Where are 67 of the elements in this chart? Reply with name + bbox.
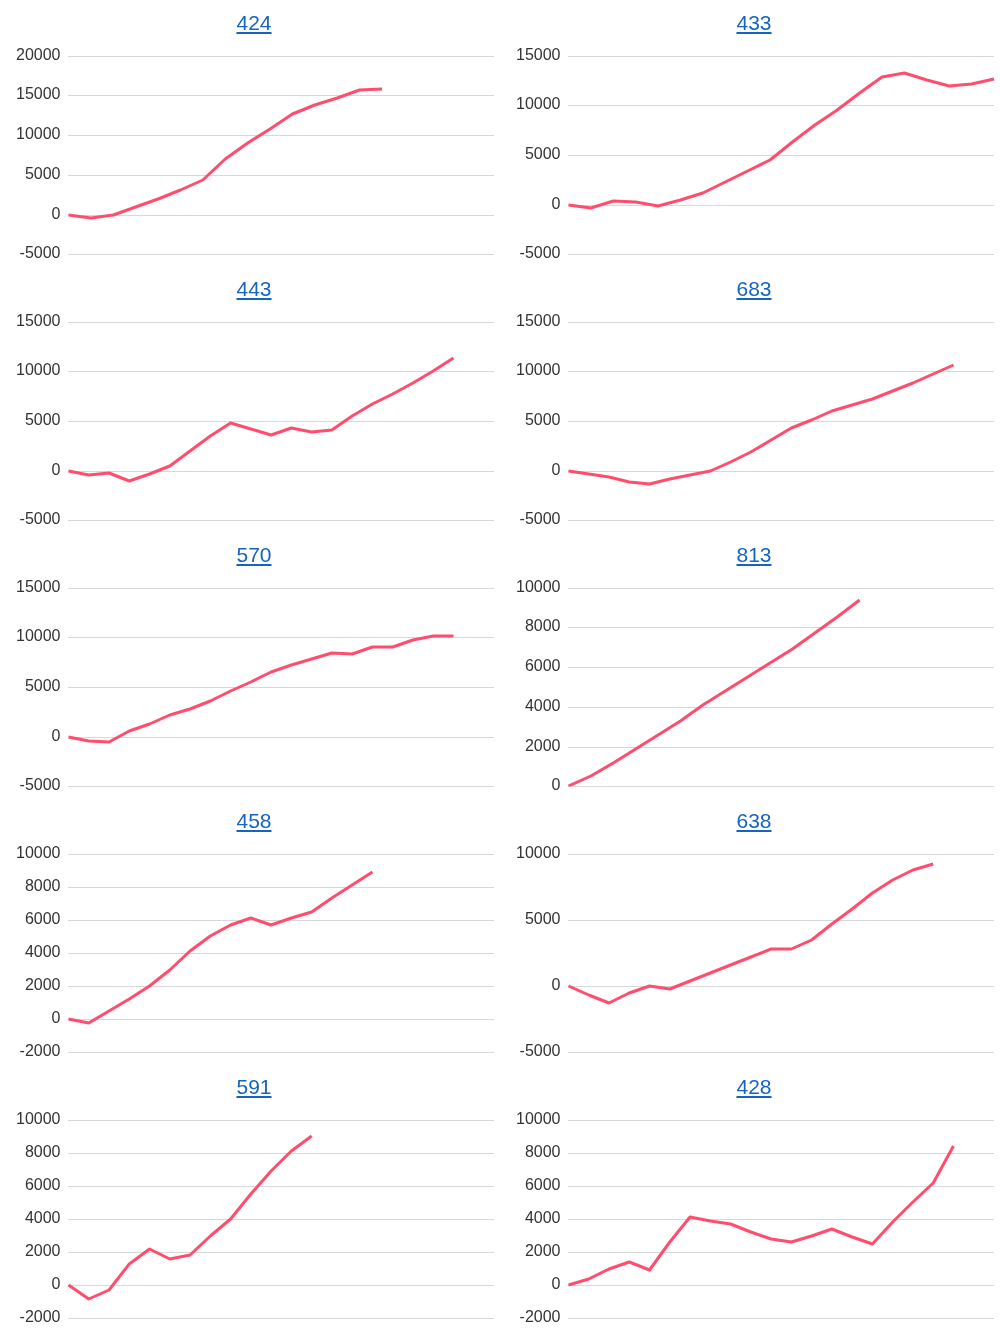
y-tick-label: 10000: [15, 361, 61, 379]
chart-title: 428: [736, 1074, 772, 1100]
y-tick-label: 5000: [524, 411, 561, 429]
y-tick-label: 4000: [24, 943, 61, 961]
chart-title: 570: [236, 542, 272, 568]
y-tick-label: 0: [551, 776, 561, 794]
y-tick-label: 2000: [24, 1242, 61, 1260]
y-tick-label: 8000: [24, 1143, 61, 1161]
y-tick-label: 0: [551, 461, 561, 479]
y-tick-label: 6000: [24, 910, 61, 928]
y-tick-label: 0: [51, 1009, 61, 1027]
y-tick-label: 10000: [515, 578, 561, 596]
y-tick-label: -2000: [519, 1308, 561, 1326]
y-tick-label: 6000: [24, 1176, 61, 1194]
y-tick-label: 2000: [524, 1242, 561, 1260]
chart-title: 443: [236, 276, 272, 302]
y-tick-label: 6000: [524, 1176, 561, 1194]
y-tick-label: 15000: [15, 85, 61, 103]
y-tick-label: 2000: [524, 737, 561, 755]
y-tick-label: -2000: [19, 1042, 61, 1060]
chart-title: 424: [236, 10, 272, 36]
y-tick-label: 2000: [24, 976, 61, 994]
y-tick-label: 10000: [515, 1110, 561, 1128]
y-tick-label: 8000: [24, 877, 61, 895]
y-tick-label: 10000: [15, 627, 61, 645]
y-tick-label: 0: [51, 461, 61, 479]
y-tick-label: 5000: [524, 910, 561, 928]
y-tick-label: 0: [51, 727, 61, 745]
y-tick-label: 10000: [515, 361, 561, 379]
y-tick-label: 8000: [524, 617, 561, 635]
y-tick-label: 8000: [524, 1143, 561, 1161]
y-tick-label: 4000: [524, 1209, 561, 1227]
y-tick-label: -5000: [19, 510, 61, 528]
y-tick-label: -5000: [19, 244, 61, 262]
y-tick-label: 0: [551, 1275, 561, 1293]
y-tick-label: -2000: [19, 1308, 61, 1326]
chart-title: 813: [736, 542, 772, 568]
y-tick-label: 4000: [24, 1209, 61, 1227]
y-tick-label: 15000: [515, 312, 561, 330]
y-tick-label: 5000: [24, 165, 61, 183]
y-tick-label: 10000: [15, 1110, 61, 1128]
chart-title: 683: [736, 276, 772, 302]
y-tick-label: 6000: [524, 657, 561, 675]
y-tick-label: 0: [551, 976, 561, 994]
y-tick-label: -5000: [519, 1042, 561, 1060]
chart-title: 638: [736, 808, 772, 834]
y-tick-label: 10000: [15, 844, 61, 862]
y-tick-label: -5000: [519, 244, 561, 262]
y-tick-label: -5000: [519, 510, 561, 528]
chart-title: 591: [236, 1074, 272, 1100]
y-tick-label: 5000: [24, 411, 61, 429]
y-tick-label: -5000: [19, 776, 61, 794]
y-tick-label: 10000: [15, 125, 61, 143]
y-tick-label: 0: [51, 1275, 61, 1293]
y-tick-label: 5000: [24, 677, 61, 695]
y-tick-label: 10000: [515, 95, 561, 113]
chart-title: 458: [236, 808, 272, 834]
y-tick-label: 15000: [515, 46, 561, 64]
y-tick-label: 0: [51, 205, 61, 223]
y-tick-label: 10000: [515, 844, 561, 862]
y-tick-label: 15000: [15, 312, 61, 330]
chart-title: 433: [736, 10, 772, 36]
y-tick-label: 5000: [524, 145, 561, 163]
y-tick-label: 4000: [524, 697, 561, 715]
y-tick-label: 20000: [15, 46, 61, 64]
y-tick-label: 0: [551, 195, 561, 213]
y-tick-label: 15000: [15, 578, 61, 596]
